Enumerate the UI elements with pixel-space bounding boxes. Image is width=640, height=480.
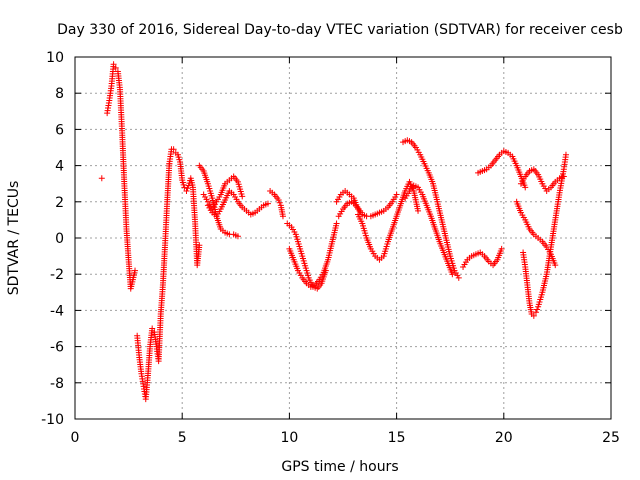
- data-series: [166, 146, 203, 269]
- data-point: [170, 146, 177, 153]
- data-point: [196, 242, 203, 249]
- y-tick-label: -10: [41, 412, 64, 428]
- data-point: [357, 207, 364, 214]
- x-tick-label: 0: [71, 430, 80, 446]
- y-tick-label: 2: [55, 195, 64, 211]
- data-series: [134, 160, 173, 403]
- x-tick-label: 5: [178, 430, 187, 446]
- data-point: [276, 199, 283, 206]
- axis-ticks: [74, 56, 612, 420]
- data-point: [415, 207, 422, 214]
- data-point: [183, 187, 190, 194]
- data-point: [275, 196, 282, 203]
- y-tick-labels: -10 -8 -6 -4 -2 0 2 4 6 8 10: [41, 50, 64, 428]
- x-axis-label: GPS time / hours: [281, 459, 398, 475]
- x-tick-label: 15: [388, 430, 406, 446]
- data-series: [475, 148, 529, 191]
- y-tick-label: 4: [55, 159, 64, 175]
- data-point: [132, 267, 139, 274]
- data-series: [460, 245, 505, 270]
- data-point: [562, 151, 569, 158]
- chart-title: Day 330 of 2016, Sidereal Day-to-day VTE…: [57, 22, 623, 38]
- data-series: [204, 187, 271, 220]
- data-series: [267, 187, 286, 220]
- y-tick-label: -2: [50, 267, 64, 283]
- data-series: [98, 175, 105, 182]
- y-tick-label: 10: [46, 50, 64, 66]
- data-series: [104, 61, 139, 292]
- y-axis-label: SDTVAR / TECUs: [6, 181, 22, 296]
- data-point: [552, 262, 559, 269]
- data-point: [522, 184, 529, 191]
- x-tick-label: 10: [280, 430, 298, 446]
- data-series: [335, 198, 364, 220]
- y-tick-label: 6: [55, 122, 64, 138]
- data-series: [333, 187, 400, 220]
- data-series: [355, 178, 422, 263]
- data-series: [520, 151, 569, 319]
- data-point: [333, 220, 340, 227]
- data-point: [112, 64, 119, 71]
- data-point: [449, 271, 456, 278]
- data-series: [517, 166, 567, 194]
- data-point: [393, 191, 400, 198]
- data-series: [400, 137, 462, 281]
- y-tick-label: -4: [50, 303, 64, 319]
- data-series: [513, 198, 559, 269]
- y-tick-label: -6: [50, 340, 64, 356]
- y-tick-label: -8: [50, 376, 64, 392]
- data-point: [264, 200, 271, 207]
- data-point: [532, 309, 539, 316]
- data-series: [402, 182, 456, 278]
- data-series: [286, 220, 340, 290]
- data-point: [234, 233, 241, 240]
- data-point: [98, 175, 105, 182]
- x-tick-label: 25: [602, 430, 620, 446]
- data-points: [98, 61, 569, 403]
- data-point: [455, 274, 462, 281]
- data-series: [196, 162, 241, 240]
- data-point: [279, 213, 286, 220]
- data-point: [181, 184, 188, 191]
- data-point: [149, 325, 156, 332]
- data-series: [200, 173, 246, 213]
- y-tick-label: 8: [55, 86, 64, 102]
- data-point: [184, 185, 191, 192]
- data-point: [498, 245, 505, 252]
- data-series: [284, 220, 329, 292]
- y-tick-label: 0: [55, 231, 64, 247]
- data-point: [530, 312, 537, 319]
- data-point: [239, 193, 246, 200]
- x-tick-label: 20: [495, 430, 513, 446]
- data-point: [534, 306, 541, 313]
- x-tick-labels: 0 5 10 15 20 25: [71, 430, 620, 446]
- grid-lines: [75, 57, 611, 419]
- data-point: [110, 61, 117, 68]
